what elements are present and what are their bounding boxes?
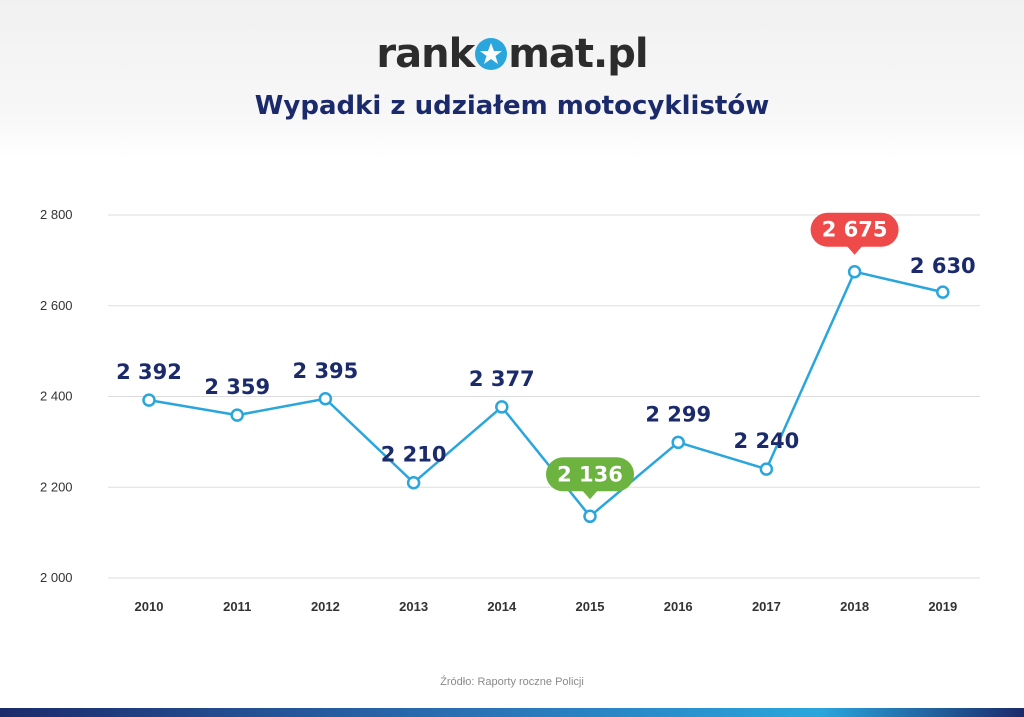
badge-pointer [846,245,863,255]
min-value-badge [546,457,634,492]
x-tick-label: 2019 [928,599,957,614]
data-point [583,509,597,524]
data-label: 2 395 [293,359,359,383]
data-point [847,264,862,279]
data-label: 2 299 [645,402,711,426]
data-label: 2 392 [116,360,182,384]
series-line [148,270,944,518]
logo-prefix: rank [376,31,475,77]
data-label: 2 377 [469,367,535,391]
x-tick-label: 2011 [223,599,251,614]
data-point [142,393,156,407]
chart-title: Wypadki z udziałem motocyklistów [254,91,770,121]
data-label: 2 240 [734,429,800,453]
x-tick-label: 2013 [399,599,428,614]
y-tick-label: 2 000 [40,570,73,585]
data-label: 2 359 [204,375,270,399]
data-point [318,392,333,406]
y-tick-label: 2 400 [40,389,73,404]
line-chart: 2 000 2 200 2 400 2 600 2 800 2010 2011 2012 201… [40,207,980,614]
data-label: 2 136 [557,462,623,486]
y-tick-label: 2 200 [40,479,73,494]
y-tick-label: 2 600 [40,298,73,313]
star-icon [475,38,508,70]
data-point [495,400,509,414]
data-label: 2 210 [381,443,447,467]
x-tick-label: 2014 [487,599,517,614]
source-note: Źródło: Raporty roczne Policji [440,676,584,688]
rankomat-logo[interactable]: rank mat.pl [0,28,1024,80]
x-tick-label: 2017 [752,599,781,614]
y-tick-label: 2 800 [40,207,73,222]
data-point [230,408,244,422]
footer-gradient-bar [0,708,1024,717]
header-band [0,0,1024,160]
badge-pointer [582,490,598,500]
data-label: 2 675 [822,218,888,242]
data-point [759,462,774,476]
max-value-badge [810,212,899,247]
x-tick-label: 2010 [135,599,164,614]
data-point [936,285,950,299]
x-tick-label: 2012 [311,599,340,614]
x-tick-label: 2018 [840,599,869,614]
data-point [406,475,421,490]
data-label: 2 630 [910,254,976,278]
data-point [671,435,685,450]
x-tick-label: 2016 [664,599,693,614]
logo-suffix: mat.pl [508,31,648,77]
x-tick-label: 2015 [576,599,605,614]
